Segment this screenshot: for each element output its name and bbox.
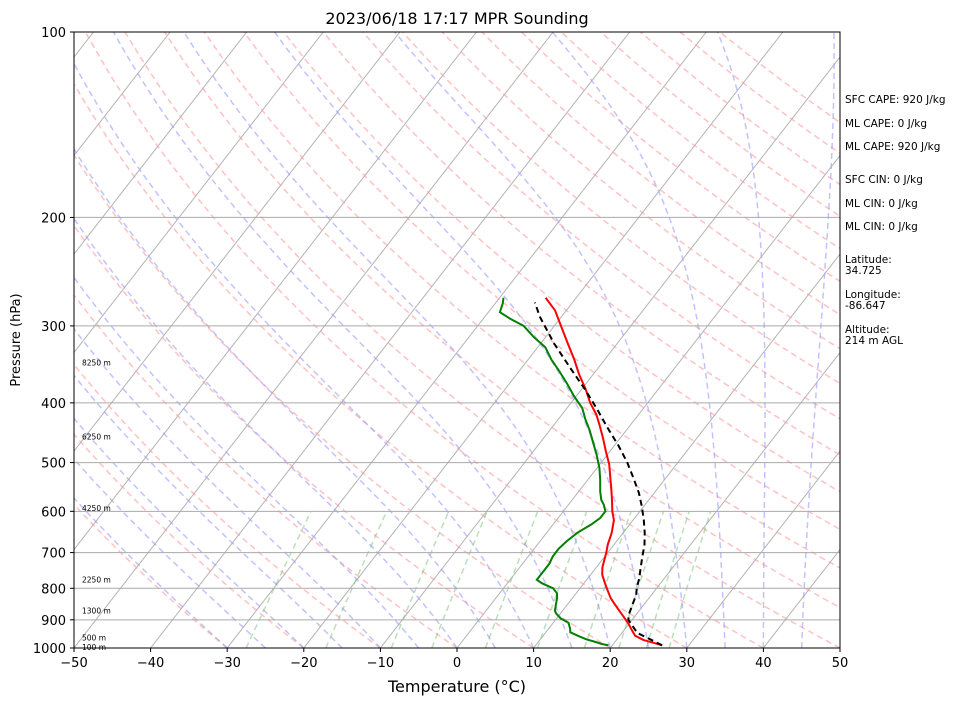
series-line-2 xyxy=(533,302,663,647)
moist-adiabat-line xyxy=(74,417,305,648)
ml-cin-text: ML CIN: 0 J/kg xyxy=(845,198,918,210)
isotherm-line xyxy=(74,32,401,452)
x-tick-label: −40 xyxy=(137,656,164,671)
ml-cape-text: ML CAPE: 0 J/kg xyxy=(845,118,928,130)
isotherm-line xyxy=(303,32,784,648)
y-tick-label: 400 xyxy=(41,397,66,412)
moist-adiabat-line xyxy=(74,217,458,648)
series-line-0 xyxy=(544,297,663,647)
moist-adiabat-line xyxy=(74,147,496,648)
height-label: 500 m xyxy=(82,633,106,642)
dry-adiabat-line xyxy=(84,32,764,648)
y-tick-label: 900 xyxy=(41,614,66,629)
isotherm-line xyxy=(74,32,554,648)
series-lines xyxy=(498,297,663,647)
dry-adiabat-line xyxy=(441,32,840,350)
moist-adiabat-line xyxy=(74,62,535,648)
x-tick-label: 10 xyxy=(525,656,542,671)
dry-adiabat-line xyxy=(283,32,840,493)
dry-adiabat-line xyxy=(402,32,840,385)
latitude-text: Latitude: 34.725 xyxy=(845,254,892,277)
x-tick-label: 50 xyxy=(832,656,849,671)
height-label: 4250 m xyxy=(82,504,111,513)
isotherm-line xyxy=(533,253,840,648)
height-label: 2250 m xyxy=(82,575,111,584)
moist-adiabat-line xyxy=(800,32,835,648)
dry-adiabat-line xyxy=(243,32,840,531)
dry-adiabat-line xyxy=(124,32,840,648)
x-tick-label: −20 xyxy=(290,656,317,671)
isotherm-line xyxy=(150,32,631,648)
isotherm-line xyxy=(74,32,248,255)
moist-adiabat-line xyxy=(394,32,688,648)
dry-adiabat-line xyxy=(74,153,611,648)
height-label: 8250 m xyxy=(82,358,111,367)
isotherm-line xyxy=(609,351,840,648)
sfc-cin-text: SFC CIN: 0 J/kg xyxy=(845,174,923,186)
isotherm-line xyxy=(74,32,477,551)
sfc-cape-text: SFC CAPE: 920 J/kg xyxy=(845,94,946,106)
y-axis-label: Pressure (hPa) xyxy=(9,293,24,386)
dry-adiabat-line xyxy=(74,293,458,648)
height-label: 6250 m xyxy=(82,432,111,441)
moist-adiabat-line xyxy=(74,496,228,648)
x-axis-label: Temperature (°C) xyxy=(387,677,526,696)
y-tick-label: 300 xyxy=(41,320,66,335)
moist-adiabat-line xyxy=(74,276,420,648)
y-tick-label: 500 xyxy=(41,457,66,472)
dry-adiabat-line xyxy=(74,363,381,648)
dry-adiabat-line xyxy=(203,32,840,569)
y-tick-label: 1000 xyxy=(33,642,66,657)
isotherm-line xyxy=(74,32,324,354)
moist-adiabat-line xyxy=(183,32,611,648)
dry-adiabat-line xyxy=(74,224,535,648)
y-tick-label: 700 xyxy=(41,547,66,562)
y-tick-label: 600 xyxy=(41,505,66,520)
ml-cape-text-2: ML CAPE: 920 J/kg xyxy=(845,141,941,153)
moist-adiabat-line xyxy=(74,457,267,648)
y-tick-label: 200 xyxy=(41,211,66,226)
y-ticks: 100 200 300 400 500 600 700 800 900 1000 xyxy=(33,26,74,657)
altitude-text: Altitude: 214 m AGL xyxy=(845,324,903,347)
x-tick-label: 20 xyxy=(602,656,619,671)
height-label: 1300 m xyxy=(82,606,111,615)
y-tick-label: 100 xyxy=(41,26,66,41)
moist-adiabat-line xyxy=(112,32,573,648)
isotherm-line xyxy=(686,450,840,648)
moist-adiabat-line xyxy=(74,374,343,648)
x-tick-label: 30 xyxy=(679,656,696,671)
ml-cin-text-2: ML CIN: 0 J/kg xyxy=(845,221,918,233)
isotherm-line xyxy=(456,154,840,648)
moist-adiabat-line xyxy=(716,32,766,648)
x-ticks: −50 −40 −30 −20 −10 0 10 20 30 40 50 xyxy=(60,648,848,671)
moist-adiabat-line xyxy=(74,327,381,648)
x-tick-label: −10 xyxy=(367,656,394,671)
x-tick-label: −30 xyxy=(213,656,240,671)
moist-adiabat-line xyxy=(551,32,726,648)
isotherm-line xyxy=(226,32,707,648)
isotherm-line xyxy=(74,32,171,157)
isotherm-line xyxy=(380,56,840,648)
x-tick-label: −50 xyxy=(60,656,87,671)
dry-adiabat-line xyxy=(164,32,840,609)
longitude-text: Longitude: -86.647 xyxy=(845,289,901,312)
chart-title: 2023/06/18 17:17 MPR Sounding xyxy=(325,9,588,28)
x-tick-label: 40 xyxy=(755,656,772,671)
dry-adiabat-line xyxy=(74,433,305,648)
series-line-1 xyxy=(498,297,609,647)
x-tick-label: 0 xyxy=(453,656,461,671)
y-tick-label: 800 xyxy=(41,582,66,597)
